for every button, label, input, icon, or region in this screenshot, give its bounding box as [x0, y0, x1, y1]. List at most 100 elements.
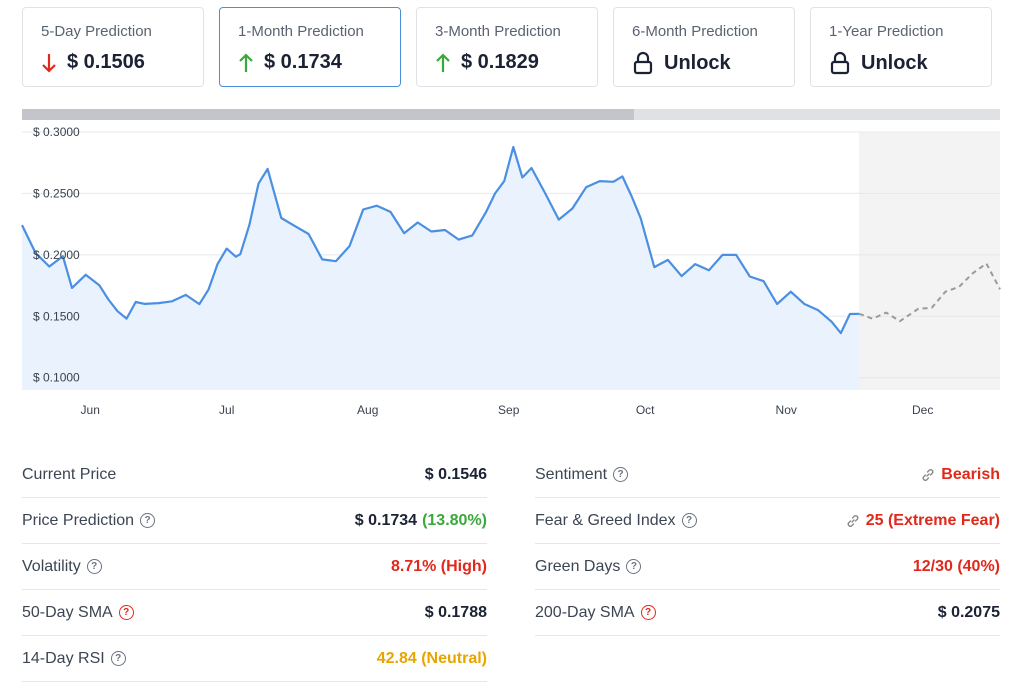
card-1-year[interactable]: 1-Year Prediction Unlock [810, 7, 992, 87]
stat-key: 14-Day RSI? [22, 650, 126, 668]
help-icon[interactable]: ? [613, 467, 629, 482]
stat-label: 50-Day SMA [22, 603, 113, 621]
stat-value-text: 42.84 (Neutral) [376, 649, 487, 667]
card-label: 5-Day Prediction [41, 23, 152, 40]
stat-change: (13.80%) [422, 511, 487, 529]
lock-icon [633, 51, 653, 75]
stat-value: Bearish [920, 466, 1000, 484]
card-value: Unlock [632, 51, 731, 75]
stat-key: Volatility? [22, 558, 102, 576]
lock-icon [830, 51, 850, 75]
forecast-background [858, 132, 1000, 390]
stat-value-text[interactable]: 25 (Extreme Fear) [865, 511, 1000, 529]
card-value: $ 0.1829 [435, 51, 539, 74]
x-tick-label: Nov [776, 403, 797, 417]
stat-value: 8.71% (High) [391, 558, 487, 576]
help-icon[interactable]: ? [140, 513, 156, 528]
card-value: $ 0.1734 [238, 51, 342, 74]
x-tick-label: Dec [912, 403, 933, 417]
help-icon[interactable]: ? [681, 513, 697, 528]
price-chart: $ 0.3000 $ 0.2500 $ 0.2000 $ 0.1500 $ 0.1000… [0, 104, 1024, 424]
stat-label: Fear & Greed Index [535, 511, 676, 529]
card-label: 1-Month Prediction [238, 23, 364, 40]
chart-svg: $ 0.3000 $ 0.2500 $ 0.2000 $ 0.1500 $ 0.1000… [21, 125, 1001, 417]
stat-value: 25 (Extreme Fear) [845, 512, 1000, 530]
history-area [22, 147, 859, 390]
link-icon[interactable] [920, 467, 936, 483]
stat-key: Green Days? [535, 557, 642, 576]
card-unlock: Unlock [861, 51, 928, 74]
stat-value: 42.84 (Neutral) [377, 650, 487, 668]
help-icon[interactable]: ? [86, 559, 102, 574]
stat-row: Fear & Greed Index? 25 (Extreme Fear) [535, 498, 1000, 544]
price-history-line [21, 145, 860, 335]
stats-right-column: Sentiment? Bearish Fear & Greed Index? 25 (… [535, 452, 1000, 636]
stat-row: 50-Day SMA? $ 0.1788 [22, 590, 487, 636]
stat-label: Sentiment [535, 465, 608, 483]
stat-value-text: $ 0.1788 [424, 603, 487, 621]
card-label: 3-Month Prediction [435, 23, 561, 40]
stat-label: 14-Day RSI [22, 649, 105, 667]
help-icon[interactable]: ? [118, 605, 134, 620]
help-icon[interactable]: ? [640, 605, 656, 620]
y-tick-label: $ 0.2500 [33, 186, 80, 200]
stat-value: $ 0.1734 (13.80%) [355, 512, 487, 530]
y-tick-label: $ 0.1000 [33, 371, 80, 385]
x-tick-label: Sep [498, 403, 520, 417]
stat-key: Sentiment? [535, 465, 629, 484]
stat-value: $ 0.1788 [425, 604, 487, 622]
stat-value: $ 0.2075 [938, 604, 1000, 622]
card-value: $ 0.1506 [41, 51, 145, 74]
card-price: $ 0.1829 [461, 51, 539, 73]
y-tick-label: $ 0.3000 [33, 125, 80, 139]
x-tick-label: Jul [219, 403, 234, 417]
range-selector-handle[interactable] [22, 109, 634, 120]
stat-key: Current Price [22, 466, 116, 484]
x-tick-label: Oct [636, 403, 655, 417]
link-icon[interactable] [845, 513, 861, 529]
stat-row: 200-Day SMA? $ 0.2075 [535, 590, 1000, 636]
stat-row: Price Prediction? $ 0.1734 (13.80%) [22, 498, 487, 544]
stat-value: $ 0.1546 [425, 466, 487, 484]
forecast-line [858, 262, 1001, 323]
card-label: 6-Month Prediction [632, 23, 758, 40]
stat-label: 200-Day SMA [535, 603, 635, 621]
stat-value-text: 8.71% (High) [390, 557, 487, 575]
arrow-up-icon [436, 52, 450, 72]
card-value: Unlock [829, 51, 928, 75]
arrow-up-icon [239, 52, 253, 72]
stat-key: 50-Day SMA? [22, 604, 134, 622]
arrow-down-icon [42, 53, 56, 73]
stat-key: 200-Day SMA? [535, 604, 656, 622]
stat-label: Current Price [22, 465, 117, 483]
card-6-month[interactable]: 6-Month Prediction Unlock [613, 7, 795, 87]
prediction-cards: 5-Day Prediction $ 0.1506 1-Month Predic… [22, 7, 994, 91]
y-tick-label: $ 0.2000 [33, 248, 80, 262]
stat-label: Price Prediction [22, 511, 135, 529]
stat-row: Green Days? 12/30 (40%) [535, 544, 1000, 590]
card-label: 1-Year Prediction [829, 23, 944, 40]
card-unlock: Unlock [664, 51, 731, 74]
stat-value-text: $ 0.2075 [937, 603, 1000, 621]
card-1-month[interactable]: 1-Month Prediction $ 0.1734 [219, 7, 401, 87]
card-5-day[interactable]: 5-Day Prediction $ 0.1506 [22, 7, 204, 87]
stats-left-column: Current Price $ 0.1546 Price Prediction? $ … [22, 452, 487, 682]
card-price: $ 0.1506 [67, 51, 145, 73]
stat-label: Green Days [535, 557, 621, 575]
stat-row: Volatility? 8.71% (High) [22, 544, 487, 590]
stat-value-text[interactable]: Bearish [941, 465, 1000, 483]
help-icon[interactable]: ? [626, 559, 642, 574]
stat-label: Volatility [22, 557, 81, 575]
stat-value-text: 12/30 (40%) [912, 557, 1000, 575]
stat-value-text: $ 0.1734 [354, 511, 418, 529]
stat-value-text: $ 0.1546 [424, 465, 487, 483]
x-tick-label: Aug [357, 403, 378, 417]
stat-value: 12/30 (40%) [913, 558, 1000, 576]
card-3-month[interactable]: 3-Month Prediction $ 0.1829 [416, 7, 598, 87]
stat-key: Price Prediction? [22, 511, 156, 530]
y-tick-label: $ 0.1500 [33, 309, 80, 323]
help-icon[interactable]: ? [110, 651, 126, 666]
stat-row: Current Price $ 0.1546 [22, 452, 487, 498]
stat-row: Sentiment? Bearish [535, 452, 1000, 498]
x-tick-label: Jun [81, 403, 100, 417]
